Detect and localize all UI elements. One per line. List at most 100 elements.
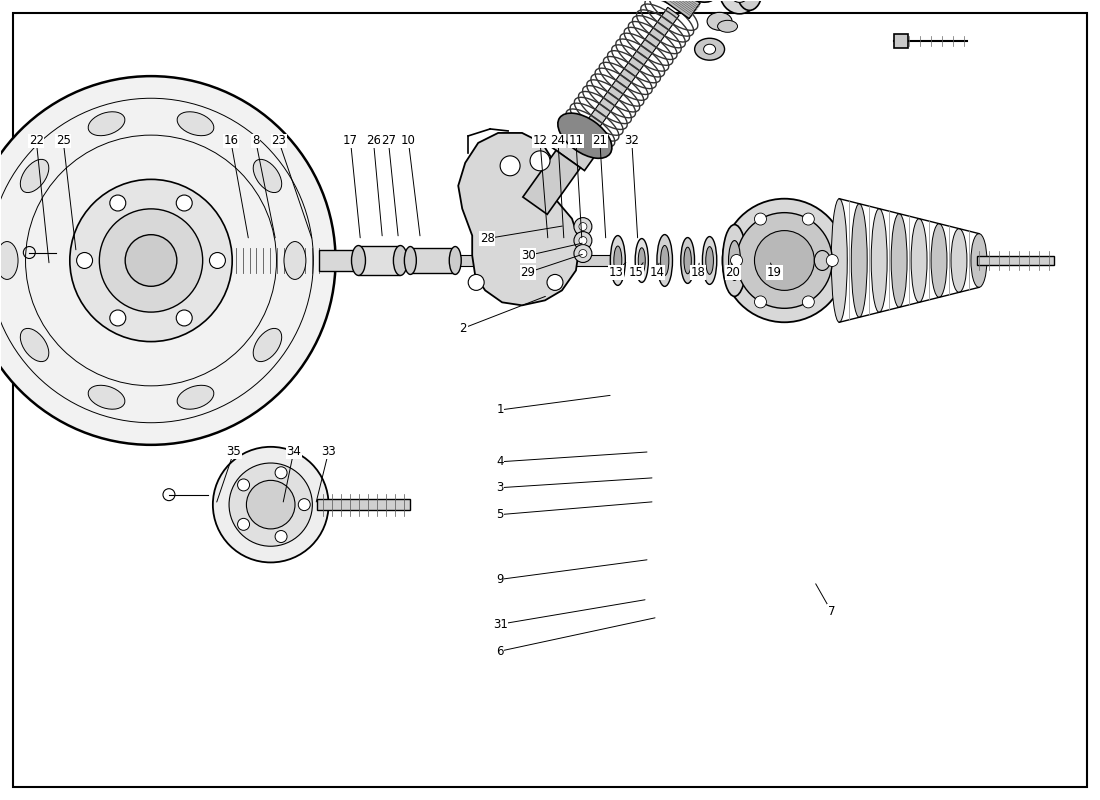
Circle shape bbox=[238, 479, 250, 491]
Circle shape bbox=[69, 179, 232, 342]
Ellipse shape bbox=[729, 0, 749, 2]
Ellipse shape bbox=[952, 229, 967, 292]
Circle shape bbox=[298, 498, 310, 510]
Circle shape bbox=[737, 213, 833, 308]
Ellipse shape bbox=[717, 20, 737, 32]
Circle shape bbox=[579, 250, 587, 258]
Circle shape bbox=[246, 480, 295, 529]
Ellipse shape bbox=[253, 159, 282, 193]
Ellipse shape bbox=[20, 159, 48, 193]
Polygon shape bbox=[585, 7, 679, 132]
Circle shape bbox=[275, 466, 287, 478]
Circle shape bbox=[574, 218, 592, 235]
Text: 29: 29 bbox=[520, 266, 536, 279]
Ellipse shape bbox=[971, 234, 987, 287]
Circle shape bbox=[125, 234, 177, 286]
Text: 1: 1 bbox=[496, 403, 504, 417]
FancyBboxPatch shape bbox=[894, 34, 909, 48]
Ellipse shape bbox=[614, 246, 622, 275]
Circle shape bbox=[500, 156, 520, 176]
Text: 19: 19 bbox=[767, 266, 782, 279]
Circle shape bbox=[110, 195, 125, 211]
Text: 30: 30 bbox=[520, 249, 536, 262]
Ellipse shape bbox=[911, 218, 927, 302]
Ellipse shape bbox=[891, 214, 908, 307]
Text: 31: 31 bbox=[493, 618, 507, 630]
Ellipse shape bbox=[352, 246, 365, 275]
Text: 27: 27 bbox=[381, 134, 396, 147]
Circle shape bbox=[730, 254, 743, 266]
Ellipse shape bbox=[671, 0, 716, 2]
Text: 4: 4 bbox=[496, 455, 504, 468]
Ellipse shape bbox=[719, 0, 759, 14]
Text: 5: 5 bbox=[496, 508, 504, 521]
Circle shape bbox=[0, 76, 336, 445]
Circle shape bbox=[275, 530, 287, 542]
Text: 2: 2 bbox=[460, 322, 467, 334]
Ellipse shape bbox=[253, 328, 282, 362]
Ellipse shape bbox=[684, 247, 691, 274]
Text: 10: 10 bbox=[400, 134, 416, 147]
Ellipse shape bbox=[449, 246, 461, 274]
Polygon shape bbox=[552, 116, 607, 170]
Polygon shape bbox=[317, 499, 409, 510]
Circle shape bbox=[209, 253, 226, 269]
Circle shape bbox=[530, 151, 550, 170]
Ellipse shape bbox=[558, 113, 612, 158]
Circle shape bbox=[110, 310, 125, 326]
Circle shape bbox=[469, 274, 484, 290]
Ellipse shape bbox=[814, 250, 830, 270]
Ellipse shape bbox=[703, 237, 717, 285]
Circle shape bbox=[723, 198, 846, 322]
Circle shape bbox=[826, 254, 838, 266]
Text: 26: 26 bbox=[366, 134, 381, 147]
Text: 14: 14 bbox=[649, 266, 664, 279]
Circle shape bbox=[574, 245, 592, 262]
Circle shape bbox=[176, 310, 192, 326]
Text: 25: 25 bbox=[56, 134, 70, 147]
Polygon shape bbox=[359, 246, 400, 275]
Circle shape bbox=[229, 463, 312, 546]
Polygon shape bbox=[977, 255, 1054, 266]
Ellipse shape bbox=[661, 246, 669, 275]
Polygon shape bbox=[522, 150, 581, 214]
Ellipse shape bbox=[681, 238, 694, 283]
Text: 12: 12 bbox=[532, 134, 548, 147]
Circle shape bbox=[238, 518, 250, 530]
Polygon shape bbox=[459, 133, 580, 306]
Text: 7: 7 bbox=[827, 605, 835, 618]
Ellipse shape bbox=[638, 248, 646, 274]
Text: 15: 15 bbox=[628, 266, 643, 279]
Text: 3: 3 bbox=[496, 481, 504, 494]
Circle shape bbox=[579, 222, 587, 230]
Ellipse shape bbox=[728, 241, 740, 281]
Text: 33: 33 bbox=[321, 446, 336, 458]
Text: 8: 8 bbox=[252, 134, 260, 147]
Ellipse shape bbox=[177, 386, 213, 410]
Ellipse shape bbox=[610, 235, 625, 286]
Ellipse shape bbox=[88, 386, 125, 410]
Circle shape bbox=[802, 213, 814, 225]
Circle shape bbox=[755, 230, 814, 290]
Ellipse shape bbox=[707, 12, 732, 30]
Ellipse shape bbox=[177, 112, 213, 136]
Ellipse shape bbox=[832, 198, 847, 322]
Text: 18: 18 bbox=[690, 266, 705, 279]
Polygon shape bbox=[50, 255, 609, 266]
Circle shape bbox=[176, 195, 192, 211]
Ellipse shape bbox=[737, 0, 762, 10]
Text: 34: 34 bbox=[286, 446, 301, 458]
Circle shape bbox=[547, 274, 563, 290]
Ellipse shape bbox=[706, 246, 714, 274]
Text: 9: 9 bbox=[496, 573, 504, 586]
Ellipse shape bbox=[694, 38, 725, 60]
Ellipse shape bbox=[657, 234, 672, 286]
Circle shape bbox=[77, 253, 92, 269]
Circle shape bbox=[99, 209, 202, 312]
Ellipse shape bbox=[851, 204, 867, 318]
Text: 6: 6 bbox=[496, 645, 504, 658]
Ellipse shape bbox=[88, 112, 125, 136]
Ellipse shape bbox=[20, 328, 48, 362]
Circle shape bbox=[755, 296, 767, 308]
Ellipse shape bbox=[405, 246, 416, 274]
